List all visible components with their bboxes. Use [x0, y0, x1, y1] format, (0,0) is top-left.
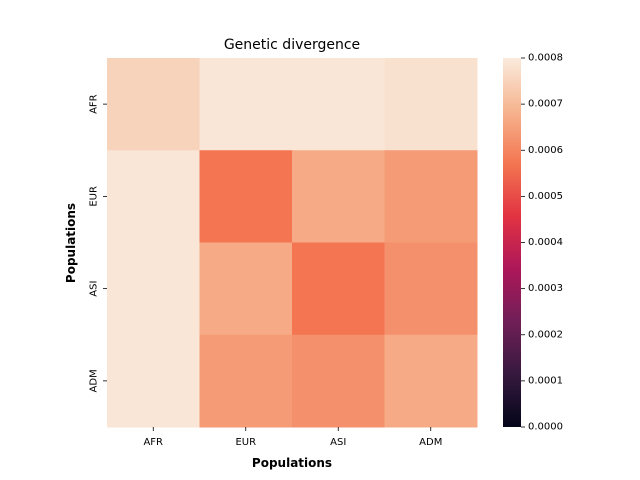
heatmap-cell-afr-adm	[384, 58, 478, 151]
heatmap-cell-asi-adm	[384, 242, 478, 336]
chart-title: Genetic divergence	[224, 37, 360, 53]
heatmap-cell-eur-eur	[199, 150, 293, 243]
colorbar-tick-label: 0.0003	[528, 283, 563, 294]
colorbar-tick-label: 0.0001	[528, 375, 563, 386]
y-tick-label: ADM	[89, 369, 100, 392]
colorbar-ticks: 0.0000 0.0001 0.0002 0.0003 0.0004 0.0005 0.00…	[521, 53, 563, 433]
y-tick-label: EUR	[89, 186, 100, 207]
heatmap-cell-adm-adm	[384, 334, 478, 428]
x-tick-label: AFR	[143, 437, 163, 448]
heatmap-cell-afr-asi	[292, 58, 385, 151]
x-tick-label: EUR	[235, 437, 256, 448]
colorbar-tick-label: 0.0004	[528, 237, 563, 248]
heatmap-cell-adm-eur	[199, 334, 293, 428]
colorbar-tick-label: 0.0006	[528, 145, 563, 156]
y-tick-label: AFR	[89, 94, 100, 114]
colorbar	[503, 58, 521, 427]
x-axis-label: Populations	[252, 456, 332, 470]
colorbar-tick-label: 0.0005	[528, 191, 563, 202]
heatmap-cell-adm-asi	[292, 334, 385, 428]
heatmap-cell-eur-adm	[384, 150, 478, 243]
x-tick-label: ASI	[330, 437, 346, 448]
heatmap-cell-asi-asi	[292, 242, 385, 336]
colorbar-tick-label: 0.0008	[528, 53, 563, 64]
colorbar-tick-label: 0.0000	[528, 422, 563, 433]
x-tick-label: ADM	[419, 437, 442, 448]
heatmap-cell-adm-afr	[107, 334, 200, 428]
x-axis-ticks: AFR EUR ASI ADM	[143, 427, 442, 448]
heatmap-cells	[107, 58, 478, 428]
heatmap-cell-eur-afr	[107, 150, 200, 243]
heatmap-cell-afr-afr	[107, 58, 200, 151]
y-axis-label: Populations	[64, 203, 78, 283]
colorbar-tick-label: 0.0002	[528, 329, 563, 340]
heatmap-cell-asi-afr	[107, 242, 200, 336]
heatmap-cell-afr-eur	[199, 58, 293, 151]
y-axis-ticks: AFR EUR ASI ADM	[89, 94, 107, 392]
colorbar-tick-label: 0.0007	[528, 99, 563, 110]
heatmap-cell-eur-asi	[292, 150, 385, 243]
heatmap-cell-asi-eur	[199, 242, 293, 336]
y-tick-label: ASI	[89, 281, 100, 297]
